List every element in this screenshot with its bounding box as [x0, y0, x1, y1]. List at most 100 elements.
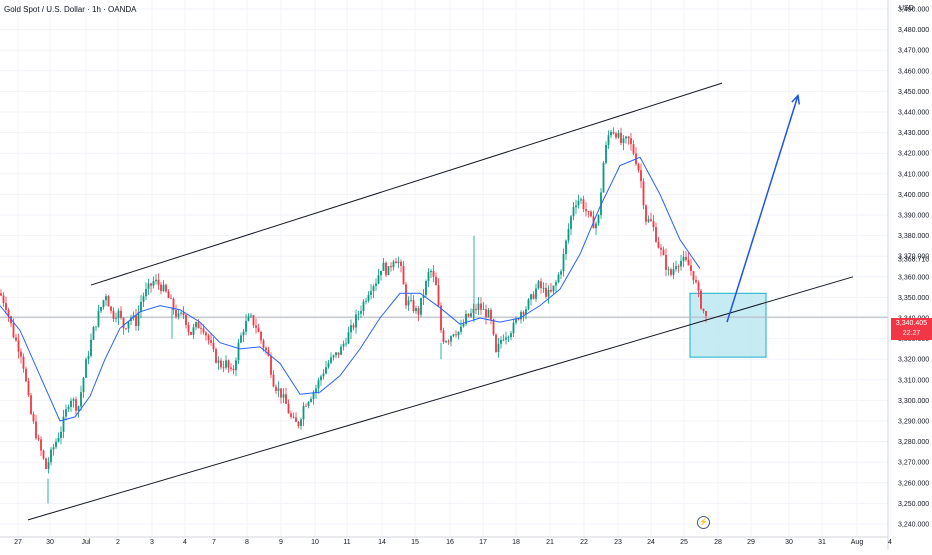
lightning-icon[interactable]: ⚡	[697, 516, 710, 529]
candle-body	[432, 271, 435, 277]
time-tick-label: 21	[546, 539, 554, 546]
candle-body	[260, 331, 262, 341]
time-axis[interactable]: 27 30 Jul 2 3 4 7 8 9 10 11 14 15 16 17 18 21 22 23 24 25 28 2…	[0, 536, 892, 546]
candle-body	[512, 322, 515, 334]
candle-body	[610, 131, 612, 136]
candle-body	[475, 308, 477, 310]
candle-body	[380, 270, 382, 276]
candle-body	[597, 215, 600, 224]
candle-body	[210, 340, 212, 343]
price-tick-label: 3,300.000	[898, 398, 929, 405]
candle-body	[480, 303, 482, 310]
candle-body	[352, 325, 355, 328]
candle-body	[135, 315, 137, 327]
candle-body	[427, 272, 430, 281]
candle-body	[697, 282, 700, 291]
candle-body	[237, 342, 240, 361]
candle-body	[655, 227, 657, 242]
candle-body	[37, 438, 40, 440]
candle-body	[552, 285, 555, 292]
candle-body	[107, 296, 110, 307]
candle-body	[270, 355, 272, 375]
price-tick-label: 3,360.000	[898, 274, 929, 281]
price-axis[interactable]: 3,240.000 3,250.000 3,260.000 3,270.000 3,28…	[887, 0, 929, 550]
candle-body	[127, 321, 130, 329]
time-tick-label: 4	[183, 539, 187, 546]
candle-body	[342, 343, 345, 347]
candle-body	[452, 334, 455, 337]
price-tick-label: 3,410.000	[898, 171, 929, 178]
candle-body	[660, 247, 662, 250]
candle-body	[285, 394, 287, 404]
candle-body	[602, 162, 605, 193]
candle-body	[532, 294, 535, 299]
candle-body	[647, 219, 650, 222]
candle-body	[90, 339, 92, 356]
candle-body	[232, 368, 235, 371]
grid	[0, 0, 891, 537]
candle-body	[75, 399, 77, 411]
currency-label[interactable]: USD	[899, 5, 914, 12]
price-tick-label: 3,480.000	[898, 27, 929, 34]
candle-body	[442, 330, 445, 343]
candle-body	[547, 289, 550, 297]
candle-body	[702, 308, 705, 312]
candle-body	[615, 133, 617, 138]
time-tick-label: 2	[116, 539, 120, 546]
candle-body	[65, 409, 67, 417]
candle-body	[665, 255, 667, 270]
price-tick-label: 3,250.000	[898, 501, 929, 508]
candle-body	[557, 274, 560, 283]
candle-body	[207, 335, 210, 341]
candle-body	[220, 360, 222, 368]
candle-body	[197, 322, 200, 329]
time-tick-label: 30	[46, 539, 54, 546]
candle-body	[392, 261, 395, 268]
candle-body	[395, 261, 397, 264]
candle-body	[77, 406, 80, 411]
candle-body	[455, 334, 457, 336]
candle-body	[517, 318, 520, 320]
candle-body	[80, 392, 82, 407]
candle-layer	[0, 127, 707, 504]
candle-body	[485, 309, 487, 318]
candle-body	[572, 207, 575, 217]
candle-body	[667, 269, 670, 271]
candle-body	[47, 462, 50, 469]
candle-body	[440, 305, 442, 331]
candle-body	[82, 377, 85, 393]
candle-body	[402, 265, 405, 285]
candle-body	[337, 352, 340, 355]
candle-body	[362, 301, 365, 312]
candle-body	[5, 303, 7, 310]
candle-body	[227, 360, 230, 368]
candle-body	[157, 279, 160, 285]
candle-body	[412, 300, 415, 312]
time-tick-label: 24	[647, 539, 655, 546]
price-tick-label: 3,270.000	[898, 460, 929, 467]
candle-body	[192, 327, 195, 335]
candle-body	[457, 331, 460, 336]
candle-body	[242, 331, 245, 336]
candle-body	[120, 310, 122, 318]
candle-body	[682, 256, 685, 261]
candle-body	[477, 303, 480, 310]
candle-body	[255, 325, 257, 328]
candle-body	[370, 291, 372, 295]
candle-body	[105, 296, 107, 301]
candle-body	[467, 313, 470, 317]
candle-body	[257, 327, 260, 332]
candle-body	[180, 312, 182, 314]
candle-body	[462, 323, 465, 327]
candle-body	[230, 367, 232, 369]
candle-body	[25, 368, 27, 382]
candle-body	[535, 288, 537, 299]
candle-body	[330, 357, 332, 363]
candle-body	[505, 337, 507, 340]
candle-body	[372, 286, 375, 292]
candle-body	[537, 281, 540, 289]
candle-body	[115, 318, 117, 320]
candle-body	[622, 138, 625, 144]
